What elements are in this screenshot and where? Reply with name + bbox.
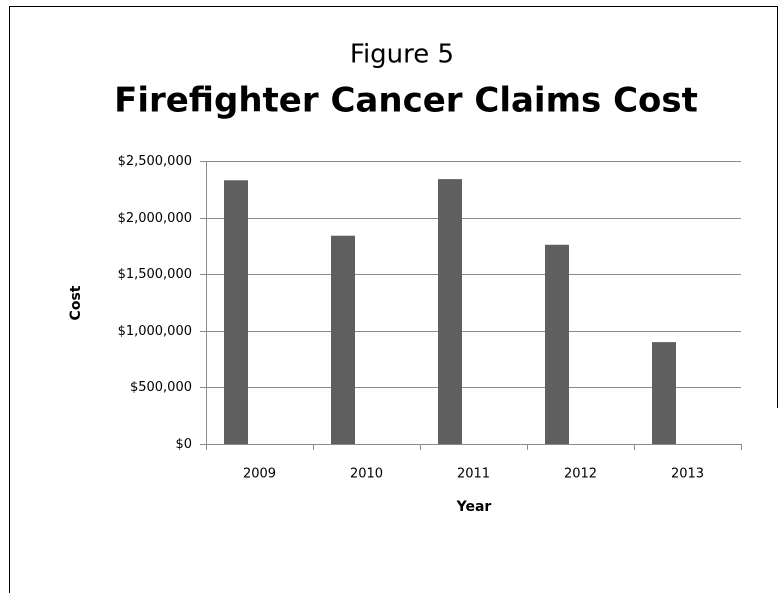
bar: [224, 180, 248, 444]
y-tick-label: $0: [175, 437, 192, 452]
y-tick-label: $500,000: [130, 380, 192, 395]
x-tick-label: 2011: [457, 467, 490, 482]
y-tick-label: $1,000,000: [118, 324, 192, 339]
y-tick-label: $2,500,000: [118, 154, 192, 169]
bar: [545, 244, 569, 444]
x-tick-label: 2010: [350, 467, 383, 482]
x-tick-label: 2009: [243, 467, 276, 482]
bar: [331, 235, 355, 444]
y-axis-label: Cost: [68, 285, 84, 320]
x-tick-label: 2013: [671, 467, 704, 482]
chart-subtitle: Firefighter Cancer Claims Cost: [114, 81, 698, 121]
bar: [438, 179, 462, 444]
x-tick-label: 2012: [564, 467, 597, 482]
y-tick-label: $2,000,000: [118, 211, 192, 226]
y-tick-label: $1,500,000: [118, 267, 192, 282]
chart-title: Figure 5: [350, 40, 454, 70]
x-axis-label: Year: [456, 499, 492, 515]
bar: [652, 342, 676, 444]
